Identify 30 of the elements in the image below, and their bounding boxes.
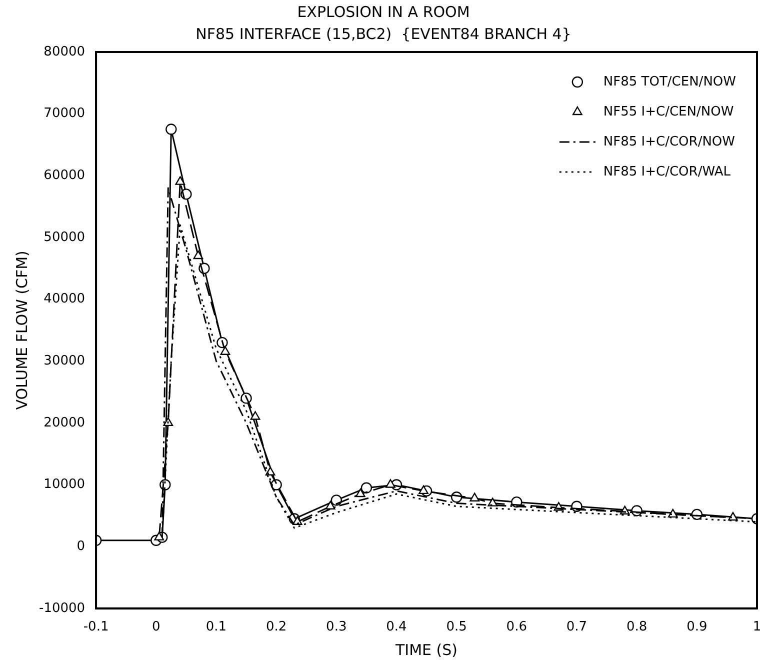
y-tick-label: 80000 — [44, 44, 86, 60]
y-tick-label: -10000 — [39, 600, 86, 616]
x-tick-label: 0.5 — [446, 620, 467, 635]
y-tick-label: 0 — [76, 538, 86, 554]
chart-title: EXPLOSION IN A ROOM — [297, 2, 470, 21]
x-axis-title: TIME (S) — [394, 640, 458, 659]
y-tick-label: 30000 — [44, 353, 86, 368]
y-tick-label: 70000 — [44, 106, 86, 122]
x-tick-label: 0.7 — [566, 620, 588, 635]
legend-label: NF85 TOT/CEN/NOW — [603, 74, 736, 90]
legend-label: NF55 I+C/CEN/NOW — [603, 104, 734, 120]
x-tick-label: 0.9 — [686, 620, 708, 635]
x-tick-label: 0 — [152, 620, 160, 635]
chart-subtitle: NF85 INTERFACE (15,BC2) {EVENT84 BRANCH 4} — [196, 24, 572, 43]
x-tick-label: 0.6 — [506, 620, 527, 635]
x-tick-label: 0.1 — [206, 620, 227, 635]
x-tick-label: -0.1 — [83, 620, 109, 635]
y-tick-label: 10000 — [44, 477, 86, 492]
y-tick-label: 20000 — [44, 415, 86, 430]
legend-label: NF85 I+C/COR/NOW — [603, 134, 736, 150]
y-tick-label: 40000 — [44, 292, 86, 307]
y-tick-label: 50000 — [44, 230, 86, 245]
x-tick-label: 0.2 — [266, 620, 287, 635]
y-axis-title: VOLUME FLOW (CFM) — [12, 250, 31, 410]
y-tick-label: 60000 — [44, 168, 86, 184]
x-tick-label: 0.3 — [326, 620, 347, 635]
legend-label: NF85 I+C/COR/WAL — [603, 164, 732, 180]
x-tick-label: 0.8 — [626, 620, 648, 635]
x-tick-label: 1 — [752, 620, 762, 635]
x-tick-label: 0.4 — [386, 620, 407, 635]
